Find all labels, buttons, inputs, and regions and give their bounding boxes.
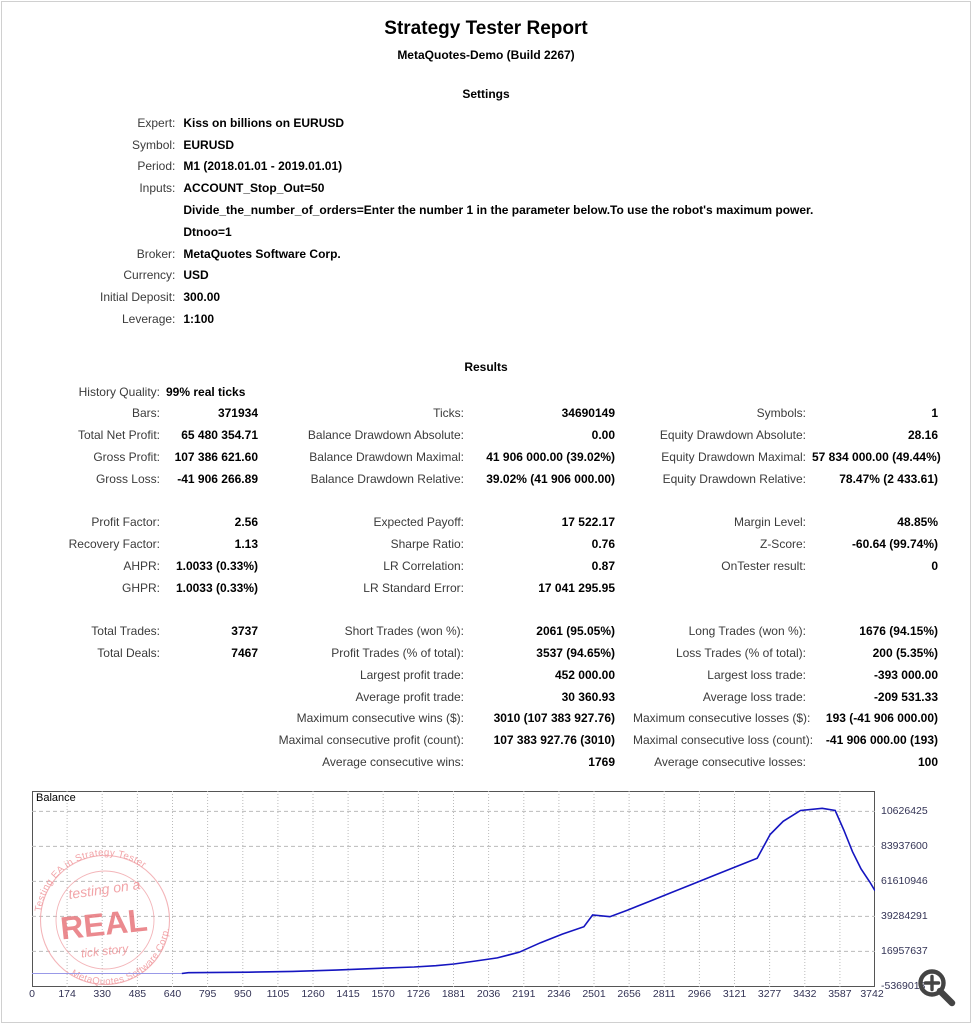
svg-text:REAL: REAL bbox=[59, 902, 149, 947]
svg-text:tick story: tick story bbox=[80, 941, 130, 960]
svg-text:testing on a: testing on a bbox=[67, 876, 141, 902]
